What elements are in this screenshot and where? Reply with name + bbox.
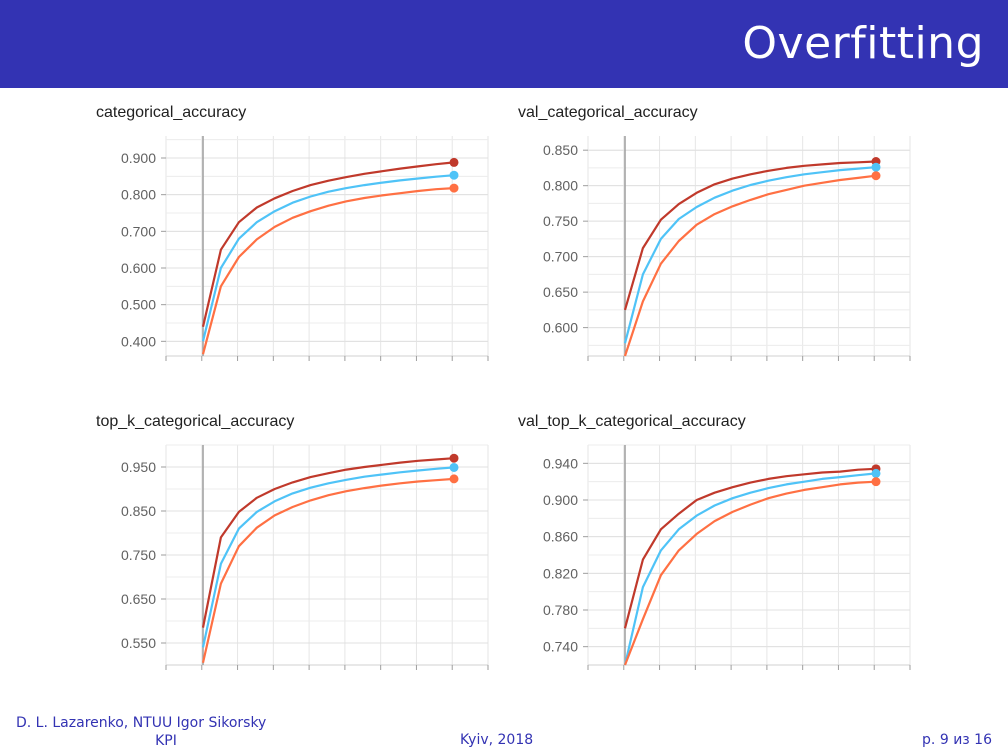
y-tick-label: 0.650 bbox=[543, 284, 578, 300]
y-tick-label: 0.950 bbox=[121, 459, 156, 475]
chart-title: categorical_accuracy bbox=[96, 104, 247, 121]
y-tick-label: 0.550 bbox=[121, 635, 156, 651]
footer-author: D. L. Lazarenko, NTUU Igor Sikorsky KPI bbox=[16, 714, 356, 750]
y-tick-label: 0.700 bbox=[121, 223, 156, 239]
y-tick-label: 0.740 bbox=[543, 639, 578, 655]
y-tick-label: 0.750 bbox=[543, 213, 578, 229]
footer-author-line2: KPI bbox=[155, 733, 177, 749]
series-line-0 bbox=[623, 467, 877, 629]
series-end-point-2 bbox=[449, 183, 459, 193]
series-end-point-2 bbox=[449, 474, 459, 484]
chart-plot: 0.950 0.850 0.750 0.650 0.550 bbox=[121, 444, 489, 670]
y-tick-label: 0.600 bbox=[121, 260, 156, 276]
y-tick-label: 0.900 bbox=[121, 150, 156, 166]
y-tick-label: 0.850 bbox=[543, 142, 578, 158]
series-line-1 bbox=[201, 174, 455, 342]
footer-author-line1: D. L. Lazarenko, NTUU Igor Sikorsky bbox=[16, 715, 267, 731]
chart-title: top_k_categorical_accuracy bbox=[96, 413, 295, 430]
y-tick-label: 0.900 bbox=[543, 492, 578, 508]
series-end-point-1 bbox=[449, 170, 459, 180]
series-end-point-1 bbox=[871, 162, 881, 172]
y-tick-label: 0.800 bbox=[543, 178, 578, 194]
series-end-point-2 bbox=[871, 477, 881, 487]
series-line-2 bbox=[201, 477, 455, 664]
y-tick-label: 0.820 bbox=[543, 565, 578, 581]
footer-location: Kyiv, 2018 bbox=[460, 732, 534, 748]
series-line-1 bbox=[623, 472, 877, 666]
series-line-0 bbox=[201, 161, 455, 327]
slide-title: Overfitting bbox=[742, 18, 984, 69]
chart-val-categorical-accuracy: val_categorical_accuracy 0.850 0.800 0.750… bbox=[518, 104, 918, 364]
y-tick-label: 0.940 bbox=[543, 455, 578, 471]
y-tick-label: 0.500 bbox=[121, 297, 156, 313]
y-tick-label: 0.400 bbox=[121, 333, 156, 349]
series-end-point-1 bbox=[449, 462, 459, 472]
y-tick-label: 0.780 bbox=[543, 602, 578, 618]
series-line-2 bbox=[623, 480, 877, 666]
chart-plot: 0.850 0.800 0.750 0.700 0.650 0.600 bbox=[543, 136, 911, 361]
y-tick-label: 0.700 bbox=[543, 249, 578, 265]
slide-header: Overfitting bbox=[0, 0, 1008, 88]
chart-val-top-k-categorical-accuracy: val_top_k_categorical_accuracy 0.940 0.90… bbox=[518, 413, 918, 673]
y-tick-label: 0.600 bbox=[543, 320, 578, 336]
y-tick-label: 0.750 bbox=[121, 547, 156, 563]
series-end-point-1 bbox=[871, 468, 881, 478]
series-line-1 bbox=[623, 166, 877, 344]
series-end-point-0 bbox=[449, 157, 459, 167]
series-end-point-0 bbox=[449, 453, 459, 463]
chart-plot: 0.900 0.800 0.700 0.600 0.500 0.400 bbox=[121, 136, 489, 361]
chart-plot: 0.940 0.900 0.860 0.820 0.780 0.740 bbox=[543, 444, 911, 670]
series-line-0 bbox=[623, 160, 877, 311]
y-tick-label: 0.850 bbox=[121, 503, 156, 519]
chart-top-k-categorical-accuracy: top_k_categorical_accuracy 0.950 0.850 0.7… bbox=[96, 413, 496, 673]
series-line-0 bbox=[201, 457, 455, 628]
series-line-2 bbox=[201, 187, 455, 355]
series-end-point-2 bbox=[871, 171, 881, 181]
series-line-2 bbox=[623, 174, 877, 357]
series-line-1 bbox=[201, 466, 455, 648]
chart-title: val_categorical_accuracy bbox=[518, 104, 698, 121]
y-tick-label: 0.860 bbox=[543, 529, 578, 545]
footer-page-number: р. 9 из 16 bbox=[922, 732, 992, 748]
y-tick-label: 0.800 bbox=[121, 187, 156, 203]
chart-categorical-accuracy: categorical_accuracy 0.900 0.800 0.700 0.60… bbox=[96, 104, 496, 364]
y-tick-label: 0.650 bbox=[121, 591, 156, 607]
chart-title: val_top_k_categorical_accuracy bbox=[518, 413, 746, 430]
